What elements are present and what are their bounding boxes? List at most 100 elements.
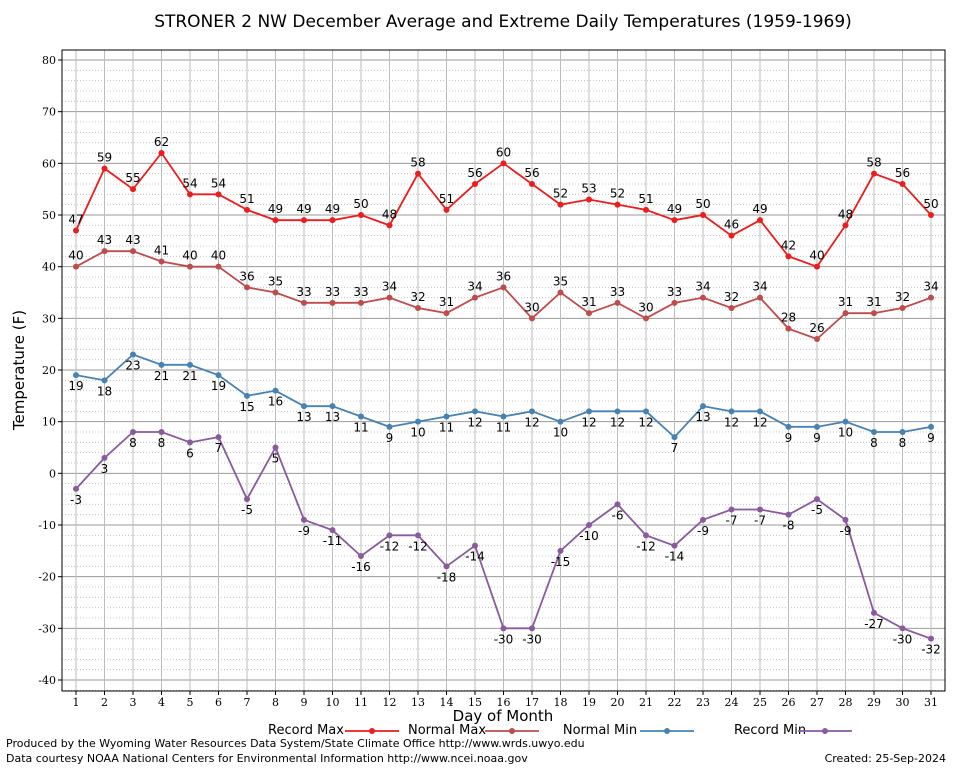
data-label: 43 <box>125 233 140 247</box>
data-label: -9 <box>840 524 852 538</box>
x-tick-label: 23 <box>696 696 710 709</box>
data-point <box>586 408 592 415</box>
data-point <box>757 217 763 224</box>
x-tick-label: 6 <box>215 696 222 709</box>
y-tick-label: 60 <box>42 157 56 170</box>
data-point <box>899 305 906 311</box>
x-axis: 1 2 3 4 5 6 7 8 9 10 11 12 13 14 15 16 17 18 19 20 21 22 23 24 2… <box>73 691 938 709</box>
legend-item: Record Min <box>734 723 852 738</box>
data-label: 46 <box>724 218 739 232</box>
data-label: 50 <box>353 197 368 211</box>
data-point <box>386 294 393 301</box>
y-tick-label: 40 <box>42 261 56 274</box>
data-label: 10 <box>838 426 853 440</box>
data-label: -11 <box>323 534 343 548</box>
series-record-max: 47 59 55 62 54 54 51 49 49 49 50 48 58 51 56 60 56 52 53 52… <box>68 135 939 270</box>
data-label: 12 <box>524 415 539 429</box>
data-point <box>329 217 336 224</box>
data-point <box>842 418 849 425</box>
data-point <box>814 423 820 430</box>
data-label: 43 <box>97 233 112 247</box>
data-label: -6 <box>612 508 624 522</box>
data-label: 62 <box>154 135 169 149</box>
data-point <box>871 429 877 435</box>
data-label: 50 <box>923 197 938 211</box>
data-label: 21 <box>182 369 197 383</box>
x-tick-label: 3 <box>130 696 137 709</box>
data-point <box>130 248 136 255</box>
data-label: -30 <box>522 632 542 646</box>
data-label: 58 <box>410 156 425 170</box>
y-tick-label: 30 <box>42 312 56 325</box>
x-tick-label: 12 <box>383 696 397 709</box>
data-point <box>187 361 193 368</box>
data-point <box>557 289 564 296</box>
data-label: 12 <box>752 415 767 429</box>
data-label: 11 <box>353 421 368 435</box>
data-point <box>73 227 79 234</box>
data-point <box>586 196 592 203</box>
data-label: 56 <box>895 166 910 180</box>
data-point <box>557 547 564 554</box>
data-point <box>842 310 849 317</box>
data-label: 33 <box>667 285 682 299</box>
data-point <box>928 423 934 430</box>
data-point <box>272 444 279 451</box>
data-label: 13 <box>695 410 710 424</box>
data-point <box>158 150 165 156</box>
y-tick-label: 0 <box>49 467 56 480</box>
x-tick-label: 8 <box>272 696 279 709</box>
data-point <box>329 299 336 306</box>
data-label: 36 <box>496 269 511 283</box>
data-label: 7 <box>671 441 679 455</box>
data-point <box>586 310 592 317</box>
x-tick-label: 22 <box>668 696 682 709</box>
data-point <box>130 351 136 358</box>
data-point <box>928 294 934 301</box>
data-label: -7 <box>726 514 738 528</box>
data-point <box>158 258 165 265</box>
data-point <box>472 181 478 187</box>
x-tick-label: 9 <box>301 696 308 709</box>
data-point <box>785 253 792 260</box>
data-label: 36 <box>239 269 254 283</box>
data-label: 51 <box>239 192 254 206</box>
data-label: 34 <box>382 280 397 294</box>
data-label: 9 <box>927 431 935 445</box>
data-label: 52 <box>553 187 568 201</box>
data-label: 10 <box>553 426 568 440</box>
data-label: -30 <box>893 632 913 646</box>
data-point <box>301 217 307 224</box>
data-label: 13 <box>296 410 311 424</box>
data-point <box>215 191 222 198</box>
data-label: 34 <box>467 280 482 294</box>
data-label: 8 <box>899 436 907 450</box>
data-point <box>73 485 79 492</box>
data-label: 52 <box>610 187 625 201</box>
data-point <box>728 305 735 311</box>
data-point <box>158 361 165 368</box>
series-normal-min: 19 18 23 21 21 19 15 16 13 13 11 9 10 11 12 11 12 10 12 12 1… <box>68 351 935 455</box>
data-point <box>244 206 250 213</box>
footer-producer: Produced by the Wyoming Water Resources … <box>6 737 585 750</box>
data-label: 31 <box>866 295 881 309</box>
data-point <box>73 263 79 270</box>
x-tick-label: 19 <box>582 696 596 709</box>
data-label: 12 <box>638 415 653 429</box>
data-label: 9 <box>813 431 821 445</box>
x-tick-label: 13 <box>411 696 425 709</box>
data-point <box>785 325 792 332</box>
data-point <box>728 232 735 239</box>
data-label: -15 <box>551 555 571 569</box>
data-point <box>757 408 763 415</box>
footer-source: Data courtesy NOAA National Centers for … <box>6 752 528 765</box>
data-label: 31 <box>581 295 596 309</box>
data-label: 47 <box>68 213 83 227</box>
data-point <box>329 403 336 410</box>
data-point <box>529 181 535 187</box>
data-point <box>500 413 507 420</box>
data-point <box>329 527 336 534</box>
data-label: 32 <box>724 290 739 304</box>
data-point <box>529 625 535 632</box>
legend-item: Normal Min <box>563 723 694 738</box>
